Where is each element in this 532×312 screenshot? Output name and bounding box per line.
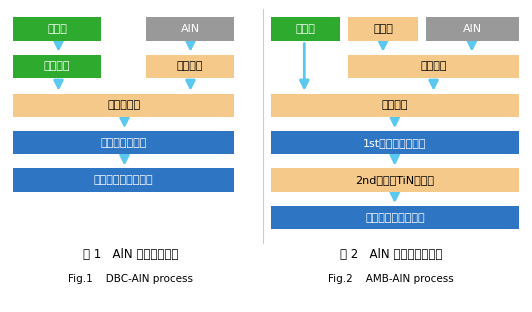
Text: 图 1   AlN 直接覆铜工艺: 图 1 AlN 直接覆铜工艺 bbox=[82, 248, 178, 261]
Text: 图 2   AlN 活性铜钎焊工艺: 图 2 AlN 活性铜钎焊工艺 bbox=[340, 248, 442, 261]
Text: 真空烧结: 真空烧结 bbox=[382, 100, 408, 110]
Bar bbox=[13, 17, 101, 41]
Bar bbox=[348, 55, 519, 78]
Text: 表面氧化: 表面氧化 bbox=[177, 61, 203, 71]
Text: AlN: AlN bbox=[181, 24, 200, 34]
Bar bbox=[146, 55, 234, 78]
Bar bbox=[13, 94, 234, 117]
Text: 表面处理、激光切割: 表面处理、激光切割 bbox=[94, 175, 154, 185]
Text: 丝网印刷: 丝网印刷 bbox=[420, 61, 447, 71]
Text: 表面氧化: 表面氧化 bbox=[44, 61, 70, 71]
Text: AlN: AlN bbox=[463, 24, 481, 34]
Bar bbox=[271, 131, 519, 154]
Text: 无氧铜: 无氧铜 bbox=[47, 24, 67, 34]
Bar bbox=[271, 168, 519, 192]
Text: 表面处理、激光切割: 表面处理、激光切割 bbox=[365, 212, 425, 223]
Bar bbox=[271, 94, 519, 117]
Text: 无氧铜: 无氧铜 bbox=[296, 24, 316, 34]
Text: Fig.2    AMB-AlN process: Fig.2 AMB-AlN process bbox=[328, 274, 454, 284]
Bar bbox=[271, 17, 340, 41]
Bar bbox=[146, 17, 234, 41]
Bar bbox=[13, 131, 234, 154]
Text: 蚀刻（铜蚀刻）: 蚀刻（铜蚀刻） bbox=[101, 138, 147, 148]
Text: 1st蚀刻（铜蚀刻）: 1st蚀刻（铜蚀刻） bbox=[363, 138, 427, 148]
Bar bbox=[271, 206, 519, 229]
Bar bbox=[348, 17, 418, 41]
Bar bbox=[13, 168, 234, 192]
Text: 钎焊料: 钎焊料 bbox=[373, 24, 393, 34]
Text: 2nd蚀刻（TiN蚀刻）: 2nd蚀刻（TiN蚀刻） bbox=[355, 175, 435, 185]
Text: 链式炉烧结: 链式炉烧结 bbox=[107, 100, 140, 110]
Bar bbox=[13, 55, 101, 78]
Bar bbox=[426, 17, 519, 41]
Text: Fig.1    DBC-AlN process: Fig.1 DBC-AlN process bbox=[68, 274, 193, 284]
